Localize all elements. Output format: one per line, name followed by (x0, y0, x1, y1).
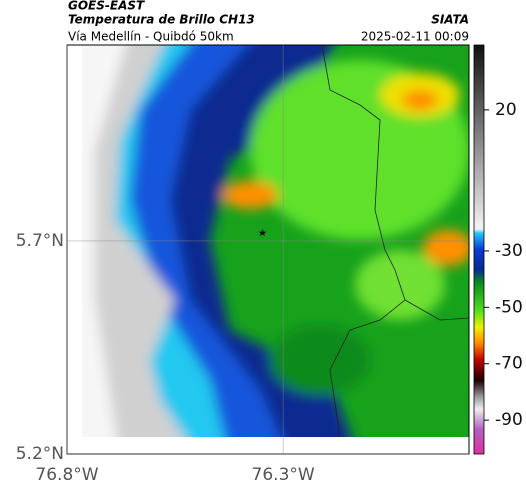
lat-tick-label: 5.2°N (16, 444, 64, 464)
colorbar-tick-label: -70 (495, 354, 523, 374)
lon-tick-label: 76.3°W (252, 465, 315, 485)
route: Vía Medellín - Quibdó 50km (68, 30, 234, 44)
subtitle: Temperatura de Brillo CH13 (68, 13, 255, 27)
lon-tick-label: 76.8°W (35, 465, 98, 485)
colorbar-tick-label: -50 (495, 297, 523, 317)
colorbar-tick-label: 20 (495, 100, 517, 120)
lat-tick-label: 5.7°N (16, 231, 64, 251)
timestamp: 2025-02-11 00:09 (361, 30, 469, 44)
location-marker (258, 229, 267, 236)
satellite-image (82, 45, 469, 437)
colorbar (473, 44, 485, 455)
title: GOES-EAST (68, 0, 145, 13)
colorbar-tick-label: -30 (495, 241, 523, 261)
source: SIATA (431, 13, 469, 27)
colorbar-tick-label: -90 (495, 410, 523, 430)
